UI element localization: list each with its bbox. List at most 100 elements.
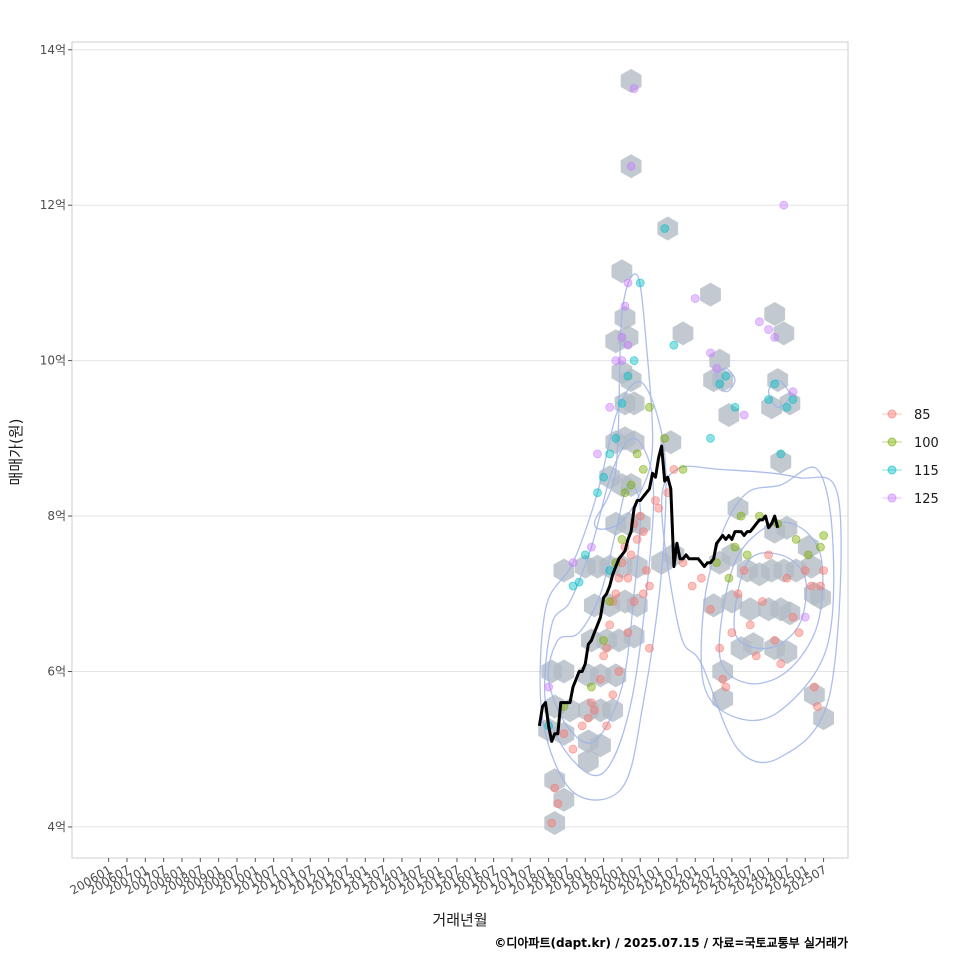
legend-item-100: 100 bbox=[882, 436, 939, 451]
scatter-point-100 bbox=[736, 511, 746, 521]
scatter-point-100 bbox=[742, 550, 752, 560]
scatter-point-125 bbox=[623, 278, 633, 288]
scatter-point-85 bbox=[583, 713, 593, 723]
scatter-point-85 bbox=[608, 597, 618, 606]
scatter-point-85 bbox=[794, 628, 804, 637]
scatter-point-85 bbox=[819, 566, 828, 575]
source-caption: ©디아파트(dapt.kr) / 2025.07.15 / 자료=국토교통부 실… bbox=[494, 935, 848, 950]
hexbin-cell bbox=[712, 659, 734, 684]
scatter-point-115 bbox=[629, 356, 639, 366]
scatter-point-100 bbox=[730, 542, 740, 552]
scatter-point-100 bbox=[638, 464, 648, 474]
scatter-point-115 bbox=[660, 224, 670, 233]
scatter-point-85 bbox=[715, 643, 725, 653]
scatter-point-125 bbox=[739, 410, 749, 420]
hexbin-cell bbox=[773, 321, 795, 346]
hexbin-cell bbox=[776, 515, 798, 540]
scatter-point-125 bbox=[800, 612, 810, 622]
scatter-point-125 bbox=[593, 449, 602, 459]
scatter-point-85 bbox=[587, 698, 596, 707]
scatter-point-115 bbox=[593, 488, 602, 498]
trend-line bbox=[537, 444, 780, 743]
hexbin-cell bbox=[742, 632, 764, 657]
scatter-point-100 bbox=[791, 535, 801, 544]
scatter-point-85 bbox=[614, 667, 624, 676]
hexbin-cell bbox=[764, 302, 786, 326]
scatter-point-115 bbox=[730, 402, 740, 412]
hexbin-cell bbox=[761, 395, 782, 420]
scatter-point-85 bbox=[635, 511, 645, 521]
hexbin-cell bbox=[810, 585, 831, 610]
scatter-point-115 bbox=[623, 371, 633, 381]
scatter-point-100 bbox=[617, 535, 627, 544]
scatter-point-125 bbox=[620, 301, 630, 311]
scatter-point-85 bbox=[632, 535, 642, 544]
hexbin-cell bbox=[779, 601, 801, 626]
trend-line-layer bbox=[537, 444, 780, 743]
scatter-point-115 bbox=[568, 581, 578, 591]
scatter-point-85 bbox=[770, 636, 780, 645]
scatter-point-115 bbox=[669, 340, 679, 350]
scatter-point-125 bbox=[706, 348, 715, 358]
density-contour bbox=[539, 381, 667, 801]
scatter-point-100 bbox=[803, 550, 813, 560]
scatter-point-layer bbox=[544, 84, 828, 828]
y-axis-title: 매매가(원) bbox=[7, 419, 25, 486]
scatter-point-115 bbox=[599, 472, 608, 482]
scatter-point-100 bbox=[819, 531, 828, 540]
hexbin-cell bbox=[718, 403, 740, 427]
scatter-point-85 bbox=[590, 705, 599, 715]
scatter-point-85 bbox=[547, 818, 557, 828]
scatter-point-85 bbox=[638, 527, 648, 536]
scatter-point-115 bbox=[764, 395, 773, 404]
scatter-point-125 bbox=[764, 325, 773, 334]
hexbin-cell bbox=[577, 748, 599, 773]
scatter-point-85 bbox=[721, 682, 731, 692]
density-contour bbox=[593, 273, 654, 530]
scatter-point-85 bbox=[810, 682, 819, 692]
scatter-point-85 bbox=[782, 573, 792, 583]
scatter-point-85 bbox=[608, 690, 618, 700]
scatter-point-85 bbox=[614, 573, 624, 583]
scatter-point-85 bbox=[577, 721, 587, 731]
scatter-point-115 bbox=[635, 278, 645, 288]
legend-key-point bbox=[887, 409, 897, 419]
legend-key-point bbox=[887, 493, 897, 503]
scatter-point-115 bbox=[721, 371, 731, 381]
hexbin-cell bbox=[700, 282, 721, 307]
scatter-point-85 bbox=[816, 581, 825, 591]
scatter-point-125 bbox=[568, 558, 578, 568]
hexbin-cell bbox=[544, 811, 566, 835]
scatter-point-125 bbox=[623, 340, 633, 350]
grid-lines bbox=[72, 49, 848, 828]
y-tick-label: 10억 bbox=[40, 354, 66, 368]
scatter-point-125 bbox=[626, 161, 636, 171]
scatter-point-85 bbox=[550, 783, 560, 793]
scatter-point-85 bbox=[645, 581, 654, 591]
hexbin-cell bbox=[605, 663, 627, 688]
scatter-point-125 bbox=[587, 542, 596, 552]
hexbin-cell bbox=[623, 391, 645, 416]
scatter-point-100 bbox=[724, 573, 734, 583]
scatter-point-125 bbox=[712, 363, 721, 373]
scatter-point-85 bbox=[638, 589, 648, 599]
scatter-point-85 bbox=[654, 503, 663, 513]
hexbin-cell bbox=[620, 368, 642, 393]
hexbin-cell bbox=[770, 449, 792, 474]
scatter-point-115 bbox=[715, 379, 725, 389]
hexbin-cell bbox=[657, 216, 679, 241]
legend-key-point bbox=[887, 465, 897, 475]
scatter-point-85 bbox=[596, 674, 605, 684]
legend-item-85: 85 bbox=[882, 408, 931, 423]
scatter-point-125 bbox=[770, 332, 780, 342]
hexbin-cell bbox=[614, 305, 636, 330]
scatter-point-85 bbox=[758, 597, 767, 606]
scatter-point-125 bbox=[788, 387, 798, 397]
scatter-point-100 bbox=[816, 542, 825, 552]
scatter-point-85 bbox=[645, 643, 654, 653]
density-contour bbox=[733, 552, 808, 650]
legend-label: 100 bbox=[914, 436, 939, 451]
scatter-point-115 bbox=[782, 402, 792, 412]
y-tick-label: 8억 bbox=[47, 509, 66, 523]
legend-item-115: 115 bbox=[882, 464, 939, 479]
